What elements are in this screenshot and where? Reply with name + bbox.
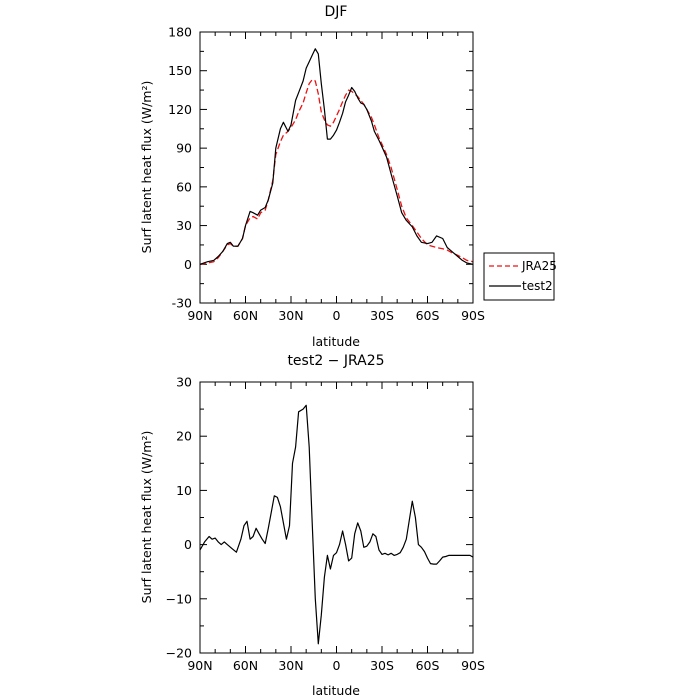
top-xtick-label: 30S [370, 308, 394, 323]
top-series-line-jra25 [199, 79, 474, 265]
bottom-xtick-label: 30S [370, 658, 394, 673]
top-ytick-label: 0 [184, 257, 192, 272]
bottom-ytick-label: 0 [184, 537, 192, 552]
top-panel: DJF 90N 60N 30N 0 30S 60S 90S -30 0 30 60 90 120 150 1… [139, 4, 557, 349]
top-xtick-label: 90N [187, 308, 212, 323]
top-xtick-label: 60S [416, 308, 440, 323]
top-ytick-label: 150 [168, 63, 192, 78]
bottom-xtick-label: 0 [333, 658, 341, 673]
legend-box [483, 252, 555, 301]
top-y-axis-label: Surf latent heat flux (W/m²) [139, 81, 154, 254]
bottom-y-axis-label: Surf latent heat flux (W/m²) [139, 431, 154, 604]
legend-label-jra25: JRA25 [521, 259, 557, 273]
top-plot-frame [199, 31, 474, 304]
top-axes-ticks: 90N 60N 30N 0 30S 60S 90S -30 0 30 60 90 120 150 180 [168, 25, 485, 324]
bottom-xtick-label: 90S [461, 658, 485, 673]
bottom-series-line-diff [199, 404, 474, 645]
bottom-xtick-label: 60S [416, 658, 440, 673]
top-ytick-label: 180 [168, 25, 192, 40]
top-chart-title: DJF [325, 4, 348, 20]
bottom-xtick-label: 90N [187, 658, 212, 673]
top-ytick-label: 30 [176, 218, 192, 233]
legend: JRA25 test2 [483, 252, 557, 301]
top-series-layer [199, 48, 474, 265]
top-ytick-label: 120 [168, 102, 192, 117]
top-x-axis-label: latitude [312, 334, 360, 349]
top-xtick-label: 90S [461, 308, 485, 323]
bottom-xtick-label: 30N [278, 658, 303, 673]
bottom-ytick-label: −10 [166, 591, 192, 606]
bottom-chart-title: test2 − JRA25 [287, 353, 384, 369]
top-series-line-test2 [199, 48, 474, 265]
bottom-ytick-label: −20 [166, 646, 192, 661]
top-ytick-label: -30 [172, 296, 192, 311]
top-xtick-label: 30N [278, 308, 303, 323]
bottom-ytick-label: 30 [176, 375, 192, 390]
legend-label-test2: test2 [522, 279, 553, 293]
bottom-x-axis-label: latitude [312, 683, 360, 698]
bottom-plot-frame [199, 381, 474, 654]
top-xtick-label: 60N [233, 308, 258, 323]
bottom-ytick-label: 20 [176, 429, 192, 444]
bottom-xtick-label: 60N [233, 658, 258, 673]
top-ytick-label: 90 [176, 141, 192, 156]
bottom-series-layer [199, 404, 474, 645]
top-xtick-label: 0 [333, 308, 341, 323]
bottom-axes-ticks: 90N 60N 30N 0 30S 60S 90S −20 −10 0 10 20 30 [166, 375, 485, 674]
top-ytick-label: 60 [176, 179, 192, 194]
bottom-panel: test2 − JRA25 90N 60N 30N 0 30S 60S 90S −20 −10 0… [139, 353, 485, 698]
bottom-ytick-label: 10 [176, 483, 192, 498]
